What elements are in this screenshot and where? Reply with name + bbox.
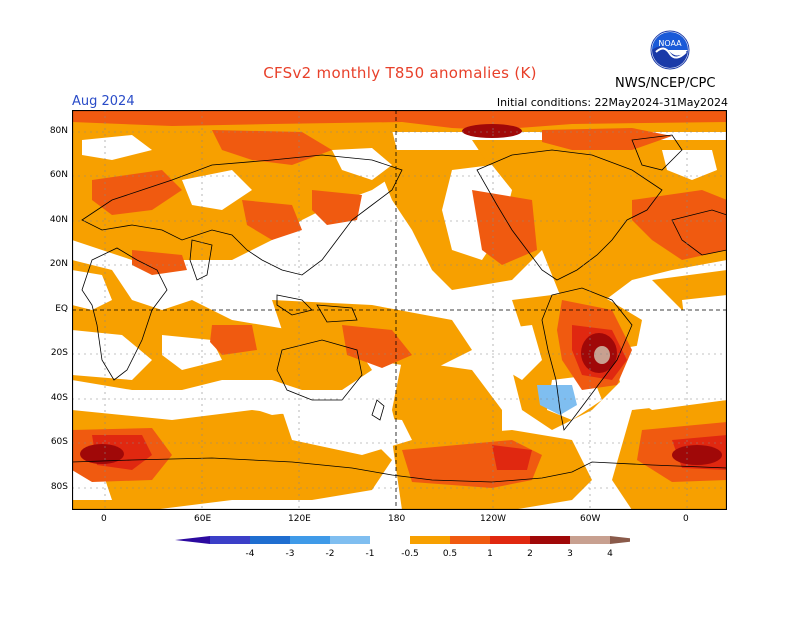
initial-conditions: Initial conditions: 22May2024-31May2024	[496, 96, 728, 109]
lat-label: 60S	[50, 437, 68, 447]
map-frame	[72, 110, 727, 510]
legend-swatch	[410, 536, 450, 544]
lon-label: 120W	[480, 514, 507, 524]
neutral-regions	[72, 135, 727, 500]
anomaly-1-2-regions	[72, 110, 727, 488]
legend-label: 2	[527, 549, 533, 559]
anomaly-map: 80N 60N 40N 20N EQ 20S 40S 60S 80S	[72, 110, 727, 510]
forecast-month: Aug 2024	[72, 94, 135, 109]
legend-label: -2	[326, 549, 335, 559]
legend-swatch	[370, 536, 410, 544]
legend-label: 3	[567, 549, 573, 559]
legend-swatch	[530, 536, 570, 544]
lon-labels: 0 60E 120E 180 120W 60W 0	[0, 514, 800, 528]
legend-arrow-low	[175, 536, 210, 544]
color-legend: -4 -3 -2 -1 -0.5 0.5 1 2 3 4	[175, 536, 630, 559]
legend-swatch	[450, 536, 490, 544]
noaa-logo: NOAA	[650, 30, 690, 70]
map-title: CFSv2 monthly T850 anomalies (K)	[263, 64, 537, 82]
lat-labels: 80N 60N 40N 20N EQ 20S 40S 60S 80S	[40, 110, 68, 510]
coastlines	[72, 134, 727, 483]
lon-label: 180	[388, 514, 406, 524]
lat-label: 60N	[49, 170, 68, 180]
lat-label: 40S	[50, 393, 68, 403]
lat-label: EQ	[55, 304, 68, 314]
legend-label: 1	[487, 549, 493, 559]
agency-label: NWS/NCEP/CPC	[615, 76, 716, 91]
legend-swatch	[490, 536, 530, 544]
noaa-logo-text: NOAA	[658, 39, 682, 48]
legend-label: 4	[607, 549, 613, 559]
legend-swatch	[290, 536, 330, 544]
lat-label: 20N	[49, 259, 68, 269]
lon-label: 0	[683, 514, 689, 524]
anomaly-gt4-regions	[594, 346, 610, 364]
lat-label: 40N	[49, 215, 68, 225]
legend-arrow-high	[610, 536, 630, 544]
legend-label: -4	[246, 549, 255, 559]
legend-swatch	[570, 536, 610, 544]
legend-label: -3	[286, 549, 295, 559]
lat-label: 80N	[49, 126, 68, 136]
lon-label: 60W	[580, 514, 601, 524]
reference-lines	[72, 110, 727, 510]
lat-label: 20S	[50, 348, 68, 358]
lat-label: 80S	[50, 482, 68, 492]
anomaly-negative-regions	[537, 385, 577, 415]
legend-swatch	[210, 536, 250, 544]
lon-label: 120E	[288, 514, 311, 524]
legend-swatch	[250, 536, 290, 544]
lon-label: 0	[101, 514, 107, 524]
legend-label: -1	[366, 549, 375, 559]
legend-label: -0.5	[401, 549, 419, 559]
lon-label: 60E	[194, 514, 212, 524]
legend-label: 0.5	[443, 549, 457, 559]
legend-swatch	[330, 536, 370, 544]
